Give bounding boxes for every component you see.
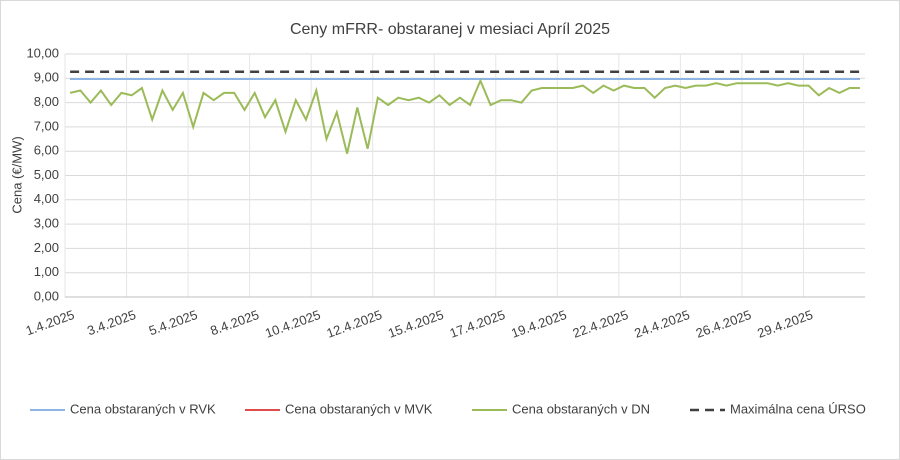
y-axis-label: Cena (€/MW) — [9, 136, 24, 213]
y-tick-label: 10,00 — [26, 45, 59, 60]
y-tick-label: 7,00 — [34, 118, 59, 133]
y-tick-label: 6,00 — [34, 143, 59, 158]
y-tick-label: 0,00 — [34, 288, 59, 303]
y-tick-label: 1,00 — [34, 264, 59, 279]
y-tick-label: 2,00 — [34, 240, 59, 255]
y-tick-label: 5,00 — [34, 167, 59, 182]
y-tick-label: 9,00 — [34, 70, 59, 85]
legend-label: Cena obstaraných v DN — [512, 401, 650, 416]
legend-label: Maximálna cena ÚRSO — [730, 401, 866, 416]
y-tick-label: 3,00 — [34, 216, 59, 231]
series-line — [69, 78, 860, 154]
y-tick-label: 8,00 — [34, 94, 59, 109]
legend-label: Cena obstaraných v RVK — [70, 401, 216, 416]
chart-title: Ceny mFRR- obstaranej v mesiaci Apríl 20… — [290, 21, 610, 38]
y-tick-label: 4,00 — [34, 191, 59, 206]
legend-label: Cena obstaraných v MVK — [285, 401, 433, 416]
